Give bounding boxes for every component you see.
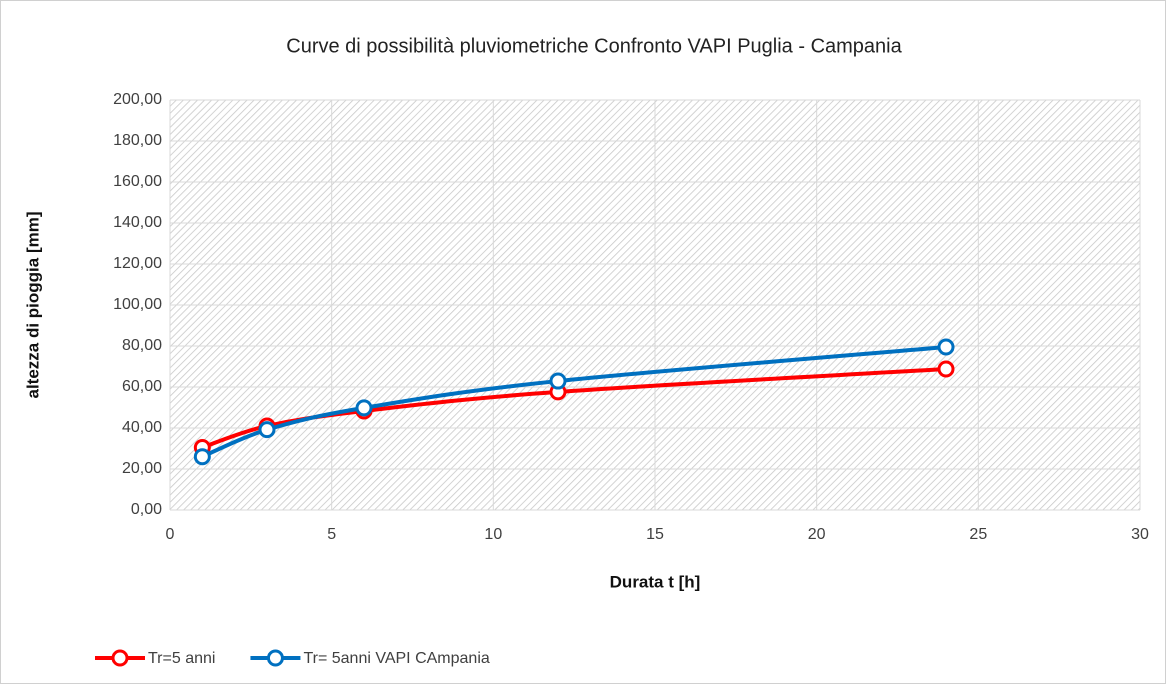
legend-label: Tr=5 anni	[148, 650, 215, 667]
x-axis-title: Durata t [h]	[610, 572, 701, 591]
y-tick-label: 40,00	[122, 419, 162, 436]
y-tick-label: 20,00	[122, 460, 162, 477]
chart-title: Curve di possibilità pluviometriche Conf…	[286, 35, 902, 57]
y-tick-label: 0,00	[131, 501, 162, 518]
legend-marker	[266, 649, 284, 667]
y-tick-label: 140,00	[113, 214, 162, 231]
legend-label: Tr= 5anni VAPI CAmpania	[303, 650, 489, 667]
x-tick-label: 20	[808, 526, 826, 543]
data-point	[549, 372, 567, 390]
x-tick-label: 25	[969, 526, 987, 543]
x-tick-label: 15	[646, 526, 664, 543]
x-tick-label: 0	[166, 526, 175, 543]
data-point	[937, 338, 955, 356]
y-axis-title: altezza di pioggia [mm]	[23, 211, 42, 398]
data-point	[193, 448, 211, 466]
x-tick-label: 5	[327, 526, 336, 543]
y-tick-label: 60,00	[122, 378, 162, 395]
data-point	[258, 421, 276, 439]
y-tick-label: 200,00	[113, 91, 162, 108]
x-tick-label: 10	[484, 526, 502, 543]
y-tick-label: 80,00	[122, 337, 162, 354]
y-tick-label: 120,00	[113, 255, 162, 272]
data-point	[937, 360, 955, 378]
y-tick-label: 180,00	[113, 132, 162, 149]
x-tick-label: 30	[1131, 526, 1149, 543]
data-point	[355, 399, 373, 417]
y-tick-label: 100,00	[113, 296, 162, 313]
legend-marker	[111, 649, 129, 667]
y-tick-label: 160,00	[113, 173, 162, 190]
